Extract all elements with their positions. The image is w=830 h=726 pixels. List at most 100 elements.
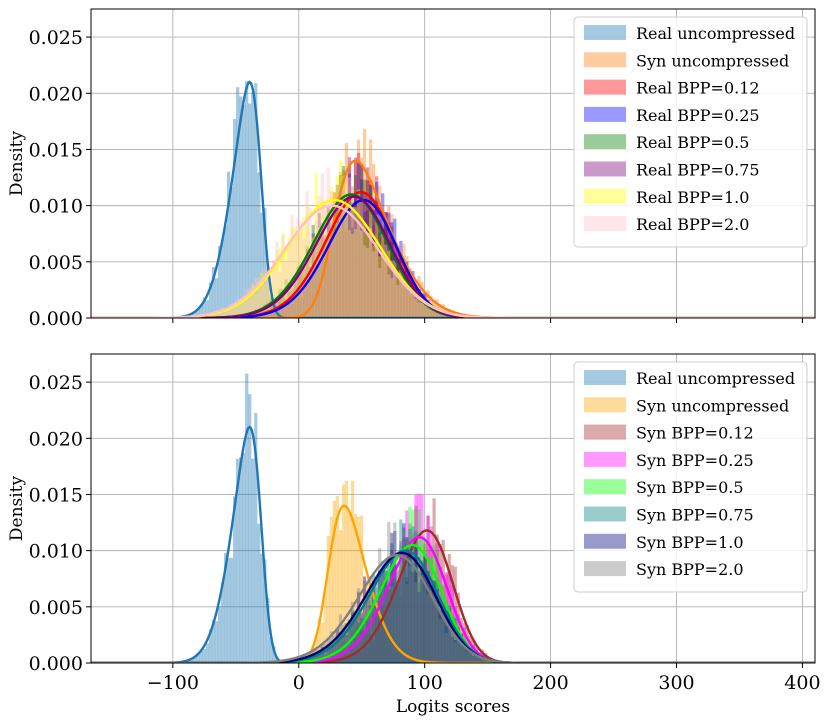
hist-bar — [456, 592, 460, 663]
hist-bar — [359, 165, 364, 318]
hist-bar — [384, 577, 388, 663]
hist-bar — [387, 274, 391, 318]
hist-bar — [474, 650, 479, 663]
y-tick-label: 0.015 — [29, 139, 83, 161]
hist-bar — [226, 171, 231, 318]
hist-bar — [414, 546, 418, 663]
hist-bar — [350, 233, 355, 318]
hist-bar — [477, 655, 482, 663]
hist-bar — [369, 605, 373, 663]
hist-bar — [341, 170, 346, 318]
hist-bar — [477, 654, 482, 663]
hist-bar — [347, 196, 352, 318]
hist-bar — [287, 299, 291, 318]
hist-bar — [387, 585, 391, 663]
hist-bar — [402, 271, 406, 318]
hist-bar — [338, 203, 343, 318]
hist-bar — [332, 219, 336, 318]
hist-bar — [260, 272, 264, 318]
hist-bar — [474, 655, 479, 663]
hist-bar — [405, 510, 409, 663]
y-tick-label: 0.005 — [29, 252, 83, 274]
hist-bar — [405, 283, 409, 318]
hist-bar — [405, 269, 409, 318]
hist-bar — [311, 250, 315, 318]
hist-bar — [423, 543, 427, 663]
hist-bar — [326, 237, 330, 318]
hist-bar — [423, 301, 427, 318]
hist-bar — [338, 231, 343, 318]
hist-bar — [408, 286, 412, 318]
hist-bar — [417, 509, 421, 663]
hist-bar — [293, 284, 297, 318]
hist-bar — [290, 227, 294, 318]
hist-bar — [429, 309, 433, 318]
hist-bar — [381, 217, 385, 318]
hist-bar — [441, 586, 445, 663]
kde-line-real-bpp-2-0 — [91, 204, 815, 318]
hist-bar — [359, 617, 364, 663]
panel-2: −100 0 100 200 300 400 0.000 0.005 0.010 0.015 0.0… — [7, 353, 821, 717]
hist-bar — [438, 312, 442, 318]
hist-bar — [423, 293, 427, 318]
hist-bar — [317, 618, 321, 663]
hist-bar — [341, 484, 346, 663]
hist-bar — [251, 92, 255, 318]
hist-bar — [408, 285, 412, 318]
hist-bar — [483, 659, 488, 663]
hist-bar — [365, 180, 370, 318]
hist-bar — [390, 638, 394, 663]
hist-bar — [344, 232, 349, 318]
hist-bar — [308, 266, 312, 318]
hist-bar — [396, 285, 400, 318]
hist-bar — [347, 656, 352, 663]
hist-bar — [275, 250, 279, 318]
hist-bar — [447, 615, 451, 663]
hist-bar — [223, 225, 228, 318]
hist-bar — [369, 184, 373, 318]
hist-bar — [269, 311, 273, 318]
hist-bar — [344, 200, 349, 318]
hist-bar — [308, 308, 312, 318]
hist-bar — [323, 644, 327, 663]
hist-bar — [263, 559, 267, 663]
hist-bar — [305, 280, 309, 318]
hist-bar — [390, 226, 394, 318]
hist-bar — [462, 643, 466, 663]
y-tick-label: 0.025 — [29, 27, 83, 49]
legend-label: Syn uncompressed — [636, 396, 789, 415]
ticks: 0.000 0.005 0.010 0.015 0.020 0.025 — [29, 27, 803, 330]
hist-bar — [396, 570, 400, 663]
hist-bar — [399, 597, 403, 663]
hist-bar — [359, 197, 364, 318]
hist-bar — [248, 394, 252, 663]
hist-bar — [441, 611, 445, 663]
hist-bar — [205, 643, 210, 663]
hist-bar — [320, 285, 324, 318]
hist-bar — [369, 575, 373, 663]
hist-bar — [369, 180, 373, 318]
hist-bar — [387, 262, 391, 318]
hist-bar — [317, 648, 321, 663]
hist-bar — [384, 211, 388, 318]
legend-swatch — [584, 188, 626, 204]
hist-bar — [362, 245, 367, 318]
hist-bar — [362, 219, 367, 318]
hist-bar — [205, 300, 210, 318]
hist-bar — [281, 306, 285, 318]
hist-bar — [423, 293, 427, 318]
hist-bar — [474, 654, 479, 663]
hist-bar — [435, 587, 439, 663]
hist-bar — [344, 480, 349, 663]
hist-bar — [399, 544, 403, 663]
hist-bar — [317, 285, 321, 318]
hist-bar — [281, 235, 285, 318]
hist-bar — [335, 205, 339, 318]
hist-bar — [347, 645, 352, 663]
hist-bar — [269, 636, 273, 663]
hist-bar — [444, 315, 448, 318]
hist-bar — [399, 263, 403, 318]
hist-bar — [308, 207, 312, 318]
hist-bar — [378, 231, 382, 318]
hist-bar — [362, 211, 367, 318]
